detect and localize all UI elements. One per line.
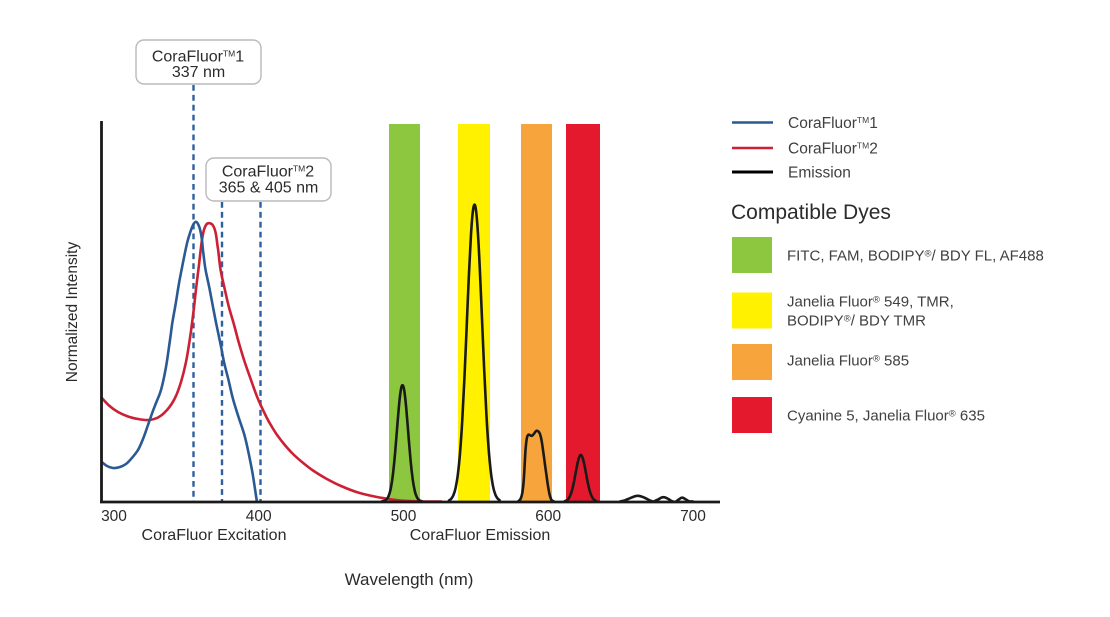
- svg-text:Wavelength (nm): Wavelength (nm): [345, 570, 474, 589]
- svg-text:Janelia Fluor® 585: Janelia Fluor® 585: [787, 353, 909, 370]
- svg-text:BODIPY®/ BDY TMR: BODIPY®/ BDY TMR: [787, 313, 926, 330]
- svg-text:CoraFluorTM1: CoraFluorTM1: [788, 115, 878, 132]
- svg-text:Compatible Dyes: Compatible Dyes: [731, 201, 891, 224]
- svg-text:400: 400: [246, 508, 272, 525]
- svg-text:600: 600: [535, 508, 561, 525]
- svg-text:FITC, FAM, BODIPY®/ BDY FL, AF: FITC, FAM, BODIPY®/ BDY FL, AF488: [787, 248, 1044, 265]
- svg-text:Janelia Fluor® 549, TMR,: Janelia Fluor® 549, TMR,: [787, 294, 954, 311]
- svg-text:CoraFluorTM1: CoraFluorTM1: [152, 49, 244, 66]
- svg-text:500: 500: [391, 508, 417, 525]
- svg-text:CoraFluorTM2: CoraFluorTM2: [222, 164, 314, 181]
- svg-text:Normalized Intensity: Normalized Intensity: [64, 242, 81, 383]
- svg-text:700: 700: [680, 508, 706, 525]
- svg-text:CoraFluorTM2: CoraFluorTM2: [788, 141, 878, 158]
- svg-text:365 & 405 nm: 365 & 405 nm: [219, 180, 319, 197]
- svg-text:Emission: Emission: [788, 165, 851, 182]
- svg-text:300: 300: [101, 508, 127, 525]
- svg-text:Cyanine 5, Janelia Fluor® 635: Cyanine 5, Janelia Fluor® 635: [787, 408, 985, 425]
- svg-text:CoraFluor Emission: CoraFluor Emission: [410, 527, 550, 544]
- svg-text:337 nm: 337 nm: [172, 64, 225, 81]
- svg-text:CoraFluor Excitation: CoraFluor Excitation: [142, 527, 287, 544]
